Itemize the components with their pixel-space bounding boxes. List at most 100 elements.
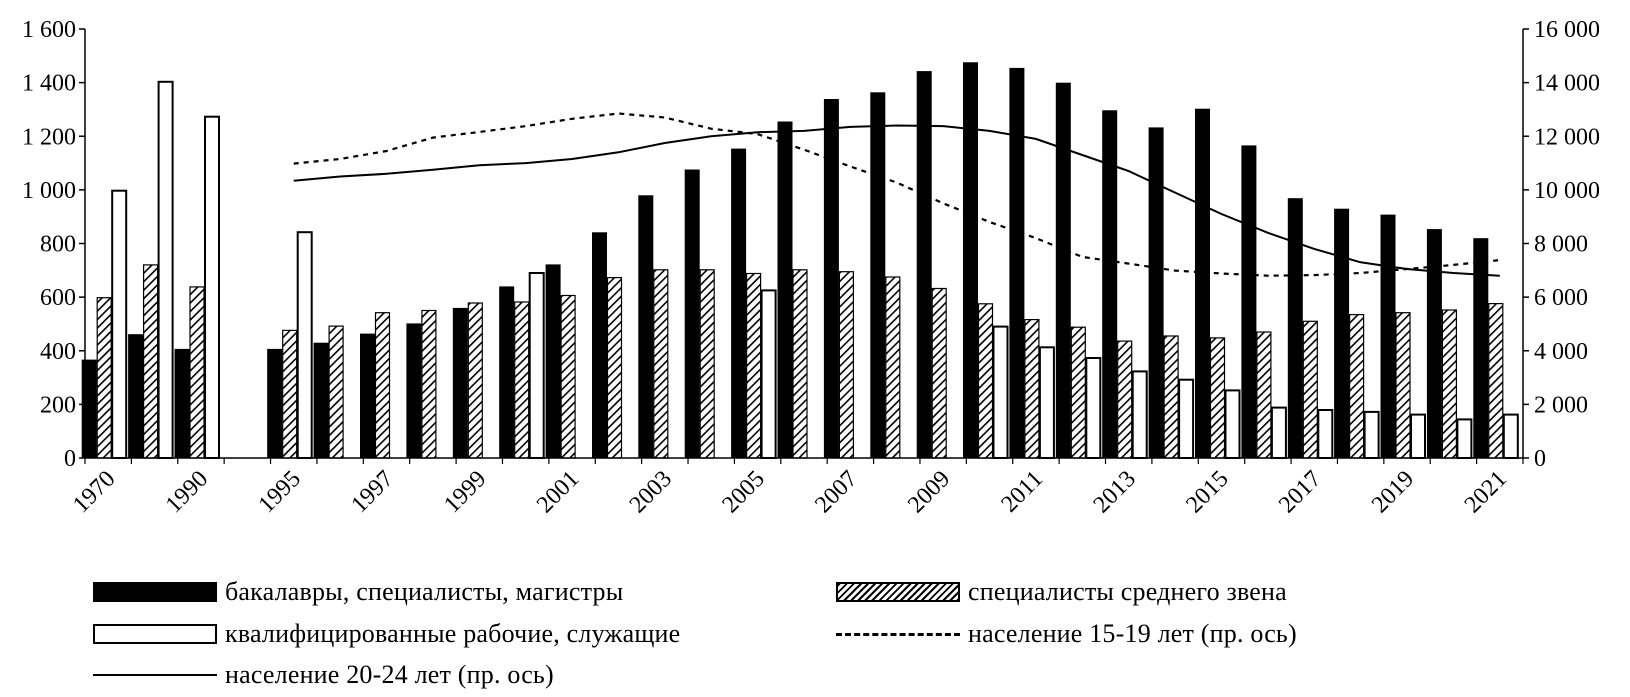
bar-solid [777,121,793,459]
x-tick-label: 2005 [718,466,770,518]
bar-hatched [1395,312,1411,459]
bar-outline [1178,378,1195,460]
bar-hatched [328,325,344,459]
bar-outline [204,115,220,459]
bar-outline [1317,409,1334,459]
x-tick-label: 2017 [1274,466,1326,518]
bar-solid [1473,238,1489,459]
x-tick-label: 2019 [1367,466,1419,518]
bar-solid [1148,127,1164,459]
bar-solid [916,71,932,459]
bar-solid [452,307,468,459]
bar-hatched [1024,319,1040,459]
y-left-tick-label: 1 200 [22,124,76,150]
x-tick-label: 1995 [254,466,306,518]
x-tick-label: 1990 [161,466,213,518]
bar-outline [992,325,1009,459]
bar-solid [638,195,654,459]
bar-hatched [1488,303,1504,459]
x-tick-label: 2021 [1460,466,1512,518]
bar-hatched [143,264,159,459]
bar-solid [684,169,700,459]
lines-layer [293,112,1500,277]
line-population-20-24 [293,124,1500,277]
bar-outline [1410,413,1426,460]
bar-solid [1334,208,1350,459]
bar-hatched [282,329,298,459]
bar-solid [499,286,515,459]
bar-outline [157,80,174,460]
y-left-tick-label: 800 [40,232,76,258]
bar-solid [731,148,747,459]
bar-outline [760,289,777,459]
line-population-15-19 [293,112,1500,277]
bar-solid [592,232,607,459]
bar-hatched [606,277,623,459]
y-left-tick-label: 1 400 [22,71,76,97]
bar-solid [406,323,422,459]
bar-hatched [1441,309,1458,459]
y-left-tick-label: 0 [64,446,76,472]
y-right-tick-label: 8 000 [1534,232,1588,258]
x-tick-label: 1999 [439,466,491,518]
bar-solid [267,348,283,459]
bar-outline [1363,410,1380,459]
bar-outline [1456,418,1473,459]
bar-hatched [1163,335,1179,459]
bar-hatched [514,301,530,459]
x-tick-label: 2007 [810,466,862,518]
bar-hatched [1209,337,1226,459]
y-right-tick-label: 16 000 [1534,17,1600,43]
bar-hatched [792,269,808,459]
y-right-tick-label: 6 000 [1534,285,1588,311]
bar-hatched [977,303,994,459]
bar-hatched [1348,314,1365,459]
bar-solid [1380,214,1396,459]
bar-outline [1224,389,1241,459]
bar-hatched [745,272,762,459]
y-right-tick-label: 10 000 [1534,178,1600,204]
bars-layer [81,62,1519,460]
y-right-tick-label: 12 000 [1534,124,1600,150]
bar-outline [1131,370,1148,459]
y-left-tick-label: 400 [40,339,76,365]
x-tick-label: 2011 [996,466,1048,518]
y-right-tick-label: 2 000 [1534,392,1588,418]
bar-solid [963,62,978,459]
y-left-tick-label: 1 600 [22,17,76,43]
y-left-tick-label: 600 [40,285,76,311]
bar-outline [1085,357,1102,459]
bar-hatched [96,297,112,459]
bar-hatched [1302,320,1318,459]
bar-solid [360,333,375,459]
y-left-tick-label: 1 000 [22,178,76,204]
bar-outline [1502,413,1519,460]
bar-hatched [560,294,576,459]
x-tick-label: 2013 [1089,466,1141,518]
y-right-tick-label: 14 000 [1534,71,1600,97]
bar-hatched [189,286,205,459]
bar-solid [128,334,144,459]
bar-solid [545,264,561,459]
bar-outline [1038,346,1055,459]
bar-outline [528,272,545,459]
bar-solid [313,342,329,459]
bar-hatched [931,287,947,459]
bar-hatched [699,269,715,459]
bar-outline [296,231,313,459]
x-tick-label: 1970 [68,466,120,518]
bar-hatched [1256,331,1272,459]
bar-solid [823,99,839,459]
x-tick-label: 2009 [903,466,955,518]
x-tick-label: 2001 [532,466,584,518]
bar-hatched [838,271,855,459]
y-right-tick-label: 0 [1534,446,1546,472]
bar-hatched [1070,326,1086,459]
bar-hatched [421,309,437,459]
x-tick-label: 2003 [625,466,677,518]
bar-solid [1241,145,1257,459]
bar-hatched [374,312,391,459]
bar-solid [1287,198,1303,459]
bar-hatched [1117,340,1133,459]
